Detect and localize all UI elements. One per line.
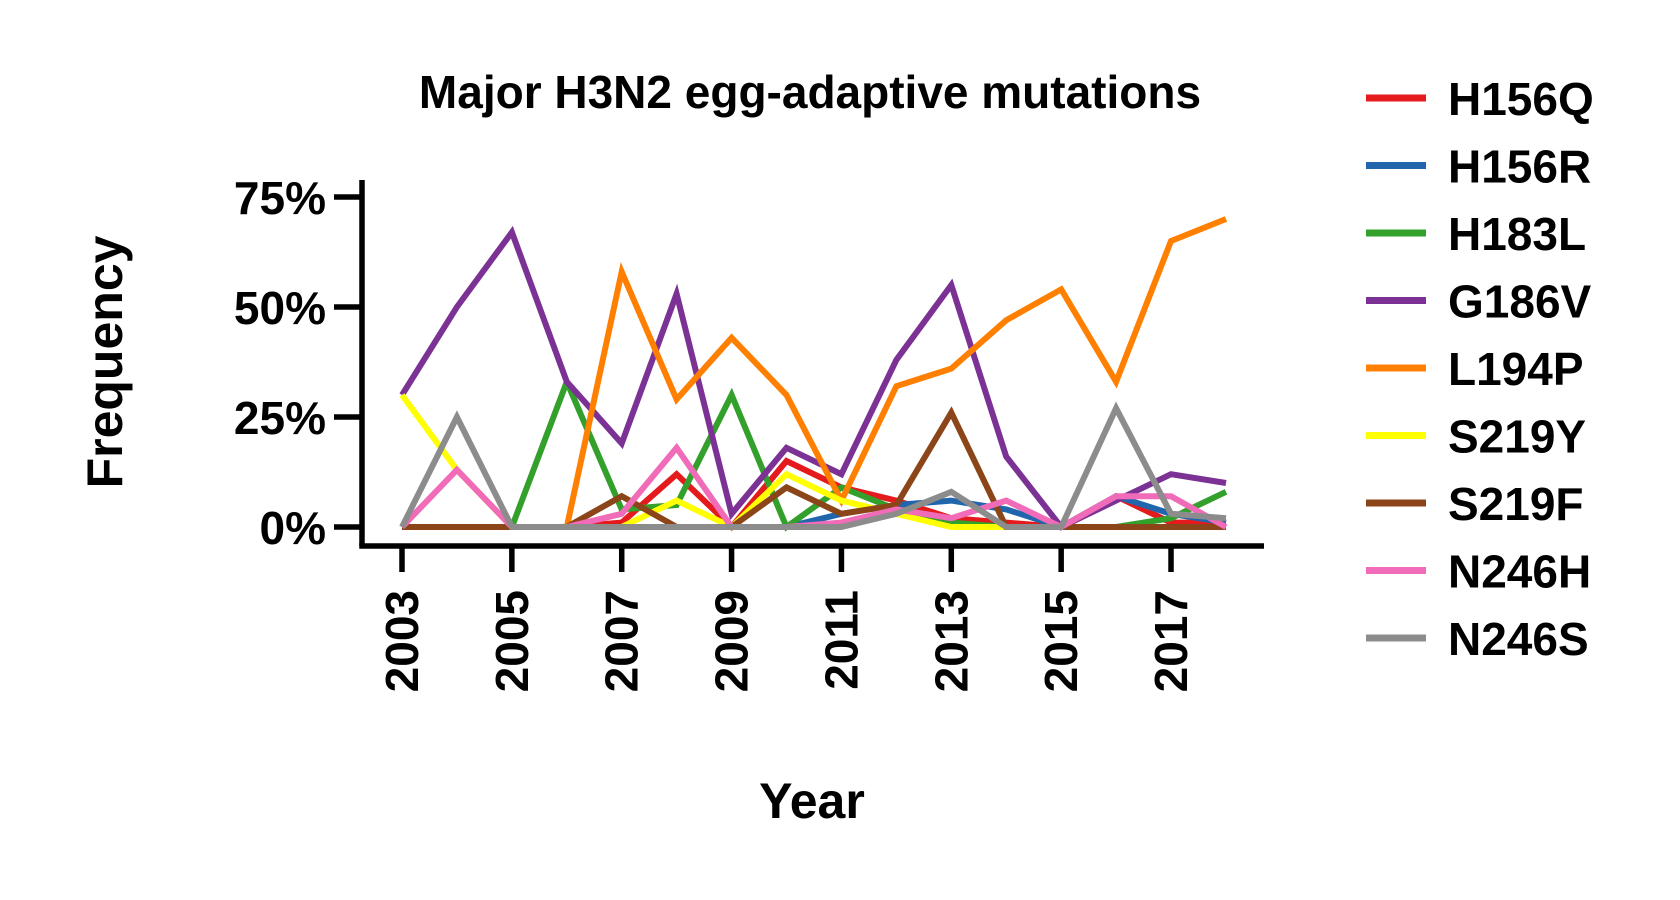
series-layer <box>399 216 1228 532</box>
legend-label: S219F <box>1448 478 1584 530</box>
y-tick-label: 75% <box>234 172 326 224</box>
legend-label: N246H <box>1448 546 1591 598</box>
legend-label: L194P <box>1448 343 1584 395</box>
x-tick-label: 2017 <box>1145 590 1197 692</box>
legend: H156Q H156R H183L G186V L194P S219Y S219F N246H… <box>1366 73 1594 665</box>
x-tick-label: 2015 <box>1035 590 1087 692</box>
legend-item-n246s: N246S <box>1366 613 1589 665</box>
legend-item-s219y: S219Y <box>1366 411 1586 463</box>
x-tick-label: 2005 <box>486 590 538 692</box>
legend-item-h156q: H156Q <box>1366 73 1594 125</box>
x-tick-label: 2007 <box>596 590 648 692</box>
y-tick-label: 25% <box>234 392 326 444</box>
legend-item-h183l: H183L <box>1366 208 1586 260</box>
legend-item-n246h: N246H <box>1366 546 1591 598</box>
axes-layer: 0% 25% 50% 75% 2003 2005 2007 2009 2011 2013 2015 2… <box>234 172 1264 692</box>
x-axis-label: Year <box>759 773 865 829</box>
legend-label: N246S <box>1448 613 1589 665</box>
legend-label: S219Y <box>1448 411 1586 463</box>
legend-item-s219f: S219F <box>1366 478 1584 530</box>
series-line-n246s <box>399 401 1227 530</box>
y-axis-label: Frequency <box>77 235 133 488</box>
legend-label: H156Q <box>1448 73 1594 125</box>
legend-label: H183L <box>1448 208 1586 260</box>
x-tick-label: 2003 <box>376 590 428 692</box>
chart-title: Major H3N2 egg-adaptive mutations <box>419 66 1201 118</box>
x-tick-label: 2009 <box>706 590 758 692</box>
legend-item-l194p: L194P <box>1366 343 1584 395</box>
legend-label: G186V <box>1448 276 1592 328</box>
legend-item-h156r: H156R <box>1366 141 1591 193</box>
x-tick-label: 2013 <box>925 590 977 692</box>
y-tick-label: 50% <box>234 282 326 334</box>
y-tick-label: 0% <box>260 502 326 554</box>
legend-label: H156R <box>1448 141 1591 193</box>
x-tick-label: 2011 <box>815 590 867 690</box>
legend-item-g186v: G186V <box>1366 276 1592 328</box>
